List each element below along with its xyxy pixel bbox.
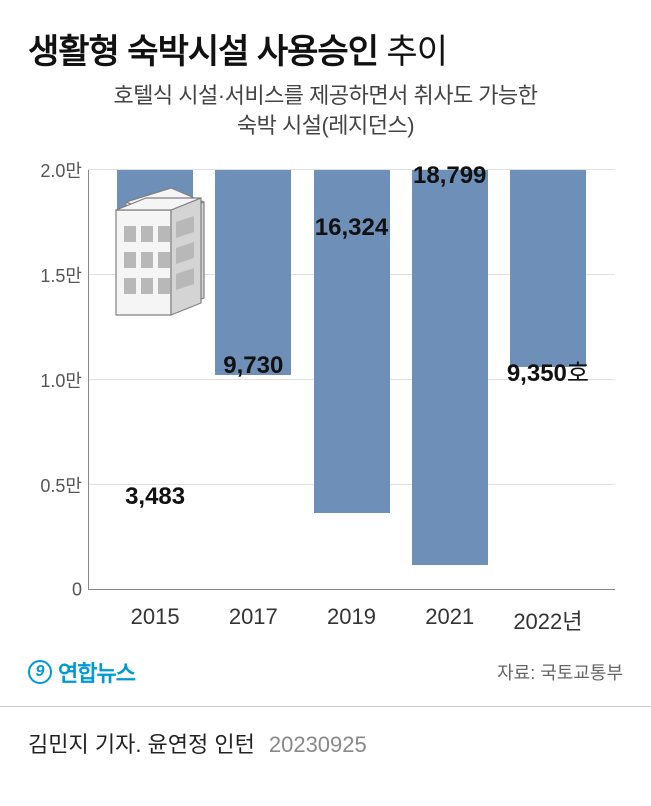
bar-value-label: 16,324 [315, 214, 388, 242]
byline-row: 김민지 기자. 윤연정 인턴 20230925 [0, 706, 651, 759]
bar-slot: 9,350호 [499, 170, 597, 590]
title-bold: 생활형 숙박시설 사용승인 [28, 33, 378, 71]
bar [215, 170, 291, 374]
y-tick-label: 2.0만 [32, 157, 82, 183]
bar-slot: 9,730 [204, 170, 302, 590]
bar-slot: 18,799 [401, 170, 499, 590]
y-tick-label: 0 [32, 580, 82, 601]
bar-value-label: 3,483 [125, 483, 185, 511]
byline: 김민지 기자. 윤연정 인턴 [28, 727, 255, 759]
chart-title: 생활형 숙박시설 사용승인 추이 [28, 24, 623, 73]
bar-value-label: 9,730 [223, 352, 283, 380]
x-tick-label: 2021 [401, 604, 499, 636]
bar-slot: 16,324 [302, 170, 400, 590]
title-thin: 추이 [378, 33, 447, 71]
x-tick-label: 2015 [106, 604, 204, 636]
x-tick-label: 2019 [302, 604, 400, 636]
publish-date: 20230925 [269, 732, 367, 758]
bar-chart: 0 0.5만 1.0만 1.5만 2.0만 3,483 9,730 16,324 18,799… [28, 150, 623, 650]
bar [510, 170, 586, 366]
y-tick-label: 1.5만 [32, 262, 82, 288]
footer: 9 연합뉴스 자료: 국토교통부 [0, 656, 651, 688]
logo-text: 연합뉴스 [58, 656, 135, 688]
y-tick-label: 0.5만 [32, 472, 82, 498]
subtitle-line1: 호텔식 시설·서비스를 제공하면서 취사도 가능한 [113, 83, 537, 108]
source-text: 자료: 국토교통부 [497, 659, 623, 685]
x-tick-label: 2017 [204, 604, 302, 636]
logo-mark: 9 [28, 660, 52, 684]
building-icon [96, 180, 216, 330]
publisher-logo: 9 연합뉴스 [28, 656, 135, 688]
y-tick-label: 1.0만 [32, 367, 82, 393]
bar-value-label: 18,799 [413, 162, 486, 190]
subtitle-line2: 숙박 시설(레지던스) [237, 113, 414, 138]
bar [412, 170, 488, 565]
x-tick-label: 2022년 [499, 604, 597, 636]
bar-value-label: 9,350호 [507, 353, 589, 388]
chart-subtitle: 호텔식 시설·서비스를 제공하면서 취사도 가능한 숙박 시설(레지던스) [28, 81, 623, 140]
